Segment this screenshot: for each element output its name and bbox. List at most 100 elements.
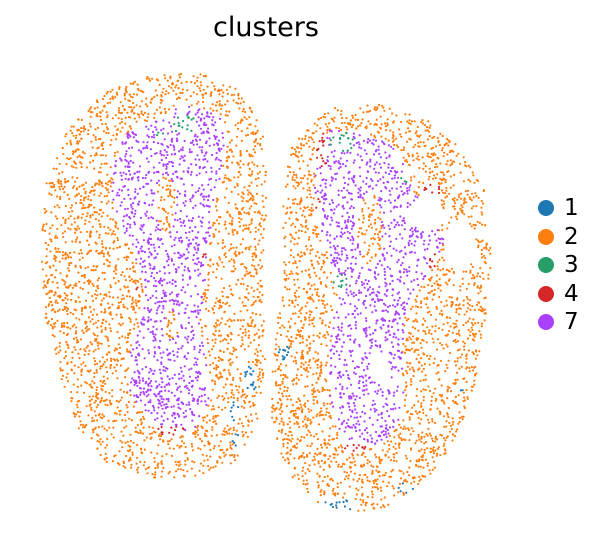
point-cluster-7 [364,352,367,355]
point-cluster-7 [339,406,342,409]
point-cluster-7 [161,173,165,176]
point-cluster-2 [248,400,251,403]
point-cluster-7 [402,256,405,259]
point-cluster-2 [438,312,441,315]
point-cluster-4 [346,444,349,447]
point-cluster-2 [145,119,148,122]
point-cluster-4 [431,191,434,194]
point-cluster-2 [432,460,435,463]
point-cluster-2 [449,175,452,178]
point-cluster-7 [396,302,399,306]
point-cluster-2 [51,334,54,337]
point-cluster-7 [348,170,351,173]
point-cluster-7 [200,394,203,398]
point-cluster-2 [367,251,370,254]
point-cluster-2 [58,162,61,165]
point-cluster-7 [201,203,205,206]
point-cluster-2 [167,472,170,475]
point-cluster-2 [67,158,70,161]
point-cluster-7 [168,281,171,284]
point-cluster-7 [345,422,348,425]
point-cluster-7 [208,144,211,147]
point-cluster-2 [300,320,303,323]
point-cluster-7 [373,329,377,332]
point-cluster-7 [389,408,393,411]
point-cluster-7 [370,344,373,348]
point-cluster-4 [433,253,436,256]
point-cluster-2 [296,202,299,206]
point-cluster-7 [340,350,343,353]
point-cluster-2 [53,325,56,328]
point-cluster-2 [459,171,462,174]
point-cluster-2 [199,81,202,84]
point-cluster-2 [138,411,142,414]
point-cluster-2 [346,128,349,131]
point-cluster-2 [196,79,199,82]
point-cluster-2 [244,328,247,331]
point-cluster-2 [256,295,259,298]
point-cluster-4 [344,447,347,450]
point-cluster-2 [370,256,373,259]
point-cluster-2 [163,74,166,77]
point-cluster-2 [336,482,339,485]
point-cluster-7 [137,375,140,378]
point-cluster-2 [411,326,414,329]
point-cluster-2 [456,428,459,431]
point-cluster-2 [417,186,420,189]
point-cluster-2 [295,374,298,377]
point-cluster-2 [409,308,413,311]
point-cluster-2 [75,317,78,320]
point-cluster-7 [160,386,163,389]
point-cluster-2 [408,113,411,116]
point-cluster-2 [129,267,132,270]
point-cluster-7 [160,404,163,407]
point-cluster-7 [198,351,201,354]
point-cluster-2 [289,254,292,257]
point-cluster-7 [377,171,380,174]
point-cluster-3 [174,129,178,133]
point-cluster-7 [409,184,412,187]
point-cluster-2 [414,327,417,330]
point-cluster-2 [70,165,73,168]
point-cluster-2 [359,498,362,501]
point-cluster-7 [220,164,223,167]
point-cluster-2 [257,344,260,347]
point-cluster-2 [316,363,319,366]
point-cluster-2 [322,294,325,297]
point-cluster-7 [387,224,390,227]
point-cluster-7 [400,224,403,227]
point-cluster-7 [384,339,387,342]
point-cluster-2 [288,420,292,423]
point-cluster-2 [241,390,244,393]
point-cluster-2 [73,217,76,220]
point-cluster-7 [170,140,174,143]
point-cluster-3 [177,124,180,127]
point-cluster-7 [331,344,334,347]
point-cluster-2 [129,318,132,321]
point-cluster-2 [391,112,394,115]
point-cluster-2 [235,356,238,359]
point-cluster-2 [418,367,421,370]
point-cluster-7 [131,207,134,211]
point-cluster-2 [69,129,72,132]
point-cluster-2 [239,102,242,105]
point-cluster-2 [454,338,457,341]
point-cluster-2 [299,177,302,180]
point-cluster-7 [382,176,385,179]
point-cluster-7 [152,243,155,246]
point-cluster-2 [165,333,168,336]
point-cluster-4 [429,183,432,186]
point-cluster-2 [289,453,292,456]
point-cluster-2 [121,294,124,297]
point-cluster-7 [368,339,372,342]
point-cluster-2 [87,243,91,246]
point-cluster-2 [177,86,180,89]
point-cluster-2 [66,312,69,316]
point-cluster-2 [351,454,354,457]
point-cluster-2 [216,461,219,464]
point-cluster-7 [378,152,381,155]
point-cluster-2 [166,325,169,328]
point-cluster-2 [379,126,382,129]
point-cluster-2 [474,357,477,360]
point-cluster-2 [212,221,215,224]
